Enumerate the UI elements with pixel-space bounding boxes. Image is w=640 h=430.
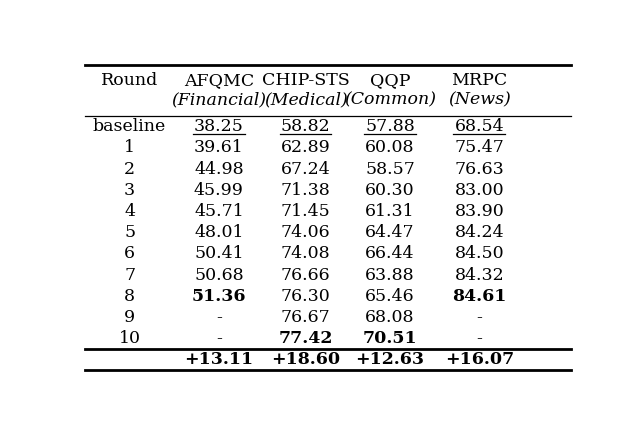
Text: -: - [476,330,482,347]
Text: 3: 3 [124,182,135,199]
Text: 45.71: 45.71 [194,203,244,220]
Text: 50.41: 50.41 [194,246,244,262]
Text: 84.24: 84.24 [454,224,504,241]
Text: 57.88: 57.88 [365,118,415,135]
Text: 48.01: 48.01 [194,224,244,241]
Text: +13.11: +13.11 [184,351,253,369]
Text: 6: 6 [124,246,135,262]
Text: 68.54: 68.54 [454,118,504,135]
Text: 66.44: 66.44 [365,246,415,262]
Text: 38.25: 38.25 [194,118,244,135]
Text: QQP: QQP [370,72,410,89]
Text: 50.68: 50.68 [194,267,244,284]
Text: 84.61: 84.61 [452,288,506,305]
Text: 10: 10 [118,330,141,347]
Text: 76.30: 76.30 [281,288,330,305]
Text: 77.42: 77.42 [278,330,333,347]
Text: 9: 9 [124,309,135,326]
Text: (Common): (Common) [344,91,436,108]
Text: 44.98: 44.98 [194,161,244,178]
Text: 65.46: 65.46 [365,288,415,305]
Text: 58.57: 58.57 [365,161,415,178]
Text: 64.47: 64.47 [365,224,415,241]
Text: Round: Round [101,72,158,89]
Text: 62.89: 62.89 [281,139,330,157]
Text: 39.61: 39.61 [194,139,244,157]
Text: 74.08: 74.08 [281,246,330,262]
Text: 74.06: 74.06 [281,224,330,241]
Text: (Financial): (Financial) [172,91,266,108]
Text: 60.08: 60.08 [365,139,415,157]
Text: 63.88: 63.88 [365,267,415,284]
Text: CHIP-STS: CHIP-STS [262,72,349,89]
Text: 1: 1 [124,139,135,157]
Text: +16.07: +16.07 [445,351,514,369]
Text: -: - [476,309,482,326]
Text: 71.38: 71.38 [281,182,330,199]
Text: 76.63: 76.63 [454,161,504,178]
Text: -: - [216,309,222,326]
Text: 58.82: 58.82 [281,118,330,135]
Text: 76.66: 76.66 [281,267,330,284]
Text: 60.30: 60.30 [365,182,415,199]
Text: 8: 8 [124,288,135,305]
Text: 4: 4 [124,203,135,220]
Text: 76.67: 76.67 [281,309,330,326]
Text: 45.99: 45.99 [194,182,244,199]
Text: 70.51: 70.51 [363,330,417,347]
Text: +12.63: +12.63 [355,351,424,369]
Text: 84.32: 84.32 [454,267,504,284]
Text: +18.60: +18.60 [271,351,340,369]
Text: 2: 2 [124,161,135,178]
Text: MRPC: MRPC [451,72,508,89]
Text: 61.31: 61.31 [365,203,415,220]
Text: 83.90: 83.90 [454,203,504,220]
Text: 51.36: 51.36 [191,288,246,305]
Text: 7: 7 [124,267,135,284]
Text: 5: 5 [124,224,135,241]
Text: 67.24: 67.24 [281,161,330,178]
Text: baseline: baseline [93,118,166,135]
Text: 71.45: 71.45 [281,203,330,220]
Text: (Medical): (Medical) [264,91,348,108]
Text: 68.08: 68.08 [365,309,415,326]
Text: 75.47: 75.47 [454,139,504,157]
Text: AFQMC: AFQMC [184,72,254,89]
Text: (News): (News) [448,91,511,108]
Text: 83.00: 83.00 [454,182,504,199]
Text: 84.50: 84.50 [454,246,504,262]
Text: -: - [216,330,222,347]
